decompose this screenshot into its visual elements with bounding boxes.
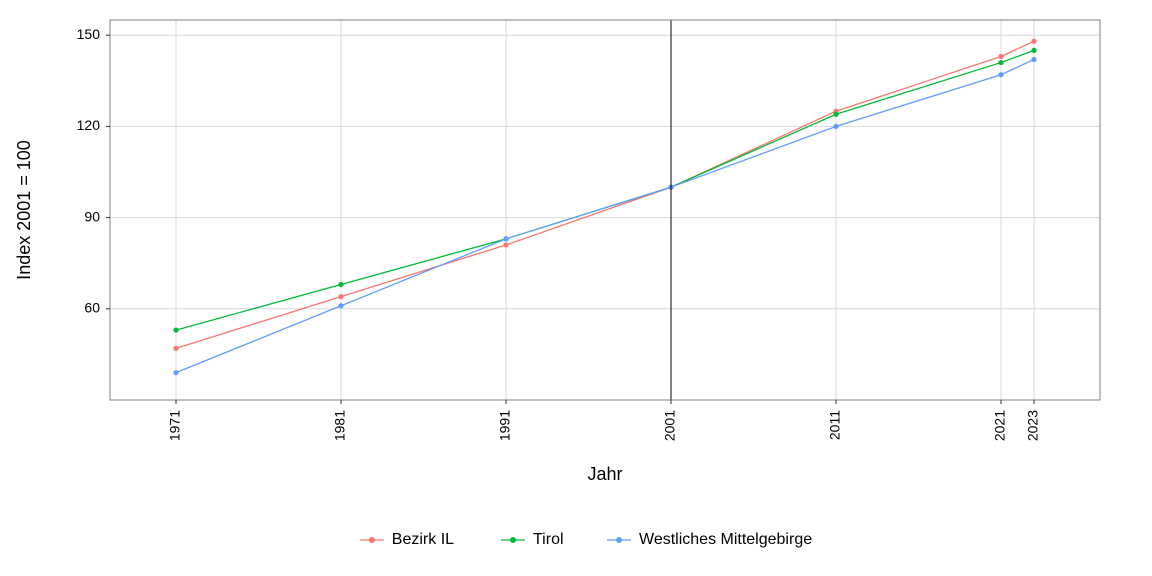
x-tick-label: 2023 xyxy=(1025,410,1041,441)
y-tick-label: 90 xyxy=(84,208,100,224)
x-tick-label: 1971 xyxy=(167,410,183,441)
legend-label: Bezirk IL xyxy=(392,531,454,548)
series-point xyxy=(338,282,343,287)
x-tick-label: 2011 xyxy=(827,410,843,440)
legend-swatch-point xyxy=(616,537,622,543)
y-tick-label: 150 xyxy=(77,26,101,42)
x-tick-label: 2021 xyxy=(992,410,1008,441)
series-point xyxy=(173,370,178,375)
series-point xyxy=(998,60,1003,65)
legend-swatch-point xyxy=(369,537,375,543)
chart-container: 60 90 120 150 1971 1981 1991 2001 2011 2021 2023 Ja… xyxy=(0,0,1152,576)
x-tick-label: 1981 xyxy=(332,410,348,441)
legend-label: Westliches Mittelgebirge xyxy=(639,531,812,548)
x-tick-label: 2001 xyxy=(662,410,678,441)
series-point xyxy=(1031,39,1036,44)
series-point xyxy=(173,346,178,351)
series-point xyxy=(1031,48,1036,53)
series-point xyxy=(173,327,178,332)
series-point xyxy=(338,303,343,308)
series-point xyxy=(338,294,343,299)
series-point xyxy=(998,72,1003,77)
y-tick-label: 120 xyxy=(77,117,101,133)
y-tick-label: 60 xyxy=(84,300,100,316)
legend-swatch-point xyxy=(510,537,516,543)
line-chart: 60 90 120 150 1971 1981 1991 2001 2011 2021 2023 Ja… xyxy=(0,0,1152,576)
series-point xyxy=(833,124,838,129)
series-point xyxy=(1031,57,1036,62)
series-point xyxy=(503,242,508,247)
x-axis-title: Jahr xyxy=(587,464,622,484)
series-point xyxy=(998,54,1003,59)
x-tick-label: 1991 xyxy=(497,410,513,441)
y-axis-title: Index 2001 = 100 xyxy=(14,140,34,280)
legend-label: Tirol xyxy=(533,531,564,548)
series-point xyxy=(503,236,508,241)
series-point xyxy=(833,112,838,117)
